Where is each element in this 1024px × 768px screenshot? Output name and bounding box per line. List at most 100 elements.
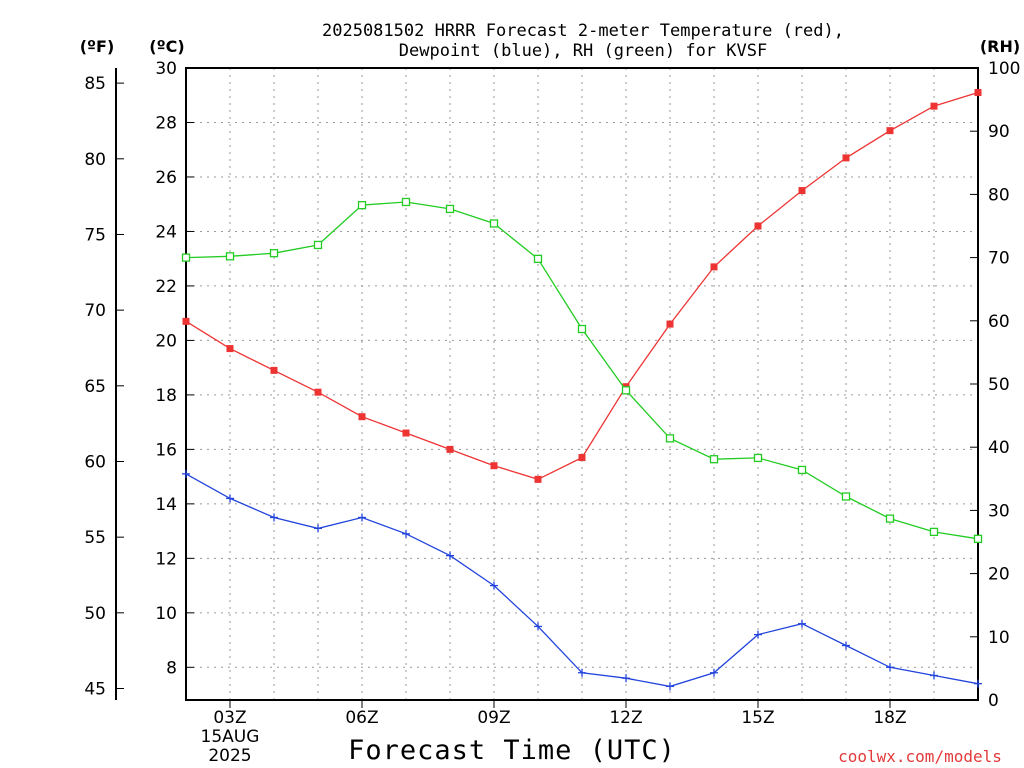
celsius-tick-label: 26 — [155, 168, 177, 188]
celsius-tick-label: 8 — [166, 658, 177, 678]
rh-point — [401, 197, 411, 207]
dewpoint-point — [666, 682, 674, 691]
dewpoint-point — [490, 581, 498, 590]
temperature-point — [270, 366, 278, 374]
celsius-tick-label: 30 — [155, 59, 177, 79]
temperature-point — [710, 263, 718, 271]
rh-point — [577, 324, 587, 334]
fahrenheit-tick-label: 70 — [84, 301, 106, 321]
temperature-point — [358, 413, 366, 421]
fahrenheit-tick-label: 80 — [84, 150, 106, 170]
temperature-point — [974, 89, 982, 97]
rh-point — [181, 253, 191, 262]
x-tick-year-label: 2025 — [208, 746, 251, 766]
x-tick-date-label: 15AUG — [201, 727, 260, 747]
rh-tick-label: 40 — [988, 438, 1010, 458]
celsius-tick-label: 16 — [155, 440, 177, 460]
fahrenheit-tick-label: 45 — [84, 679, 106, 699]
rh-point — [533, 254, 543, 264]
rh-tick-label: 0 — [988, 691, 999, 711]
dewpoint-point — [358, 513, 366, 522]
temperature-point — [578, 454, 586, 462]
fahrenheit-tick-label: 65 — [84, 377, 106, 397]
rh-point — [269, 249, 279, 258]
rh-point — [841, 492, 851, 501]
fahrenheit-tick-label: 85 — [84, 74, 106, 94]
celsius-tick-label: 12 — [155, 549, 177, 569]
fahrenheit-tick-label: 50 — [84, 604, 106, 624]
temperature-point — [666, 320, 674, 328]
temperature-point — [798, 187, 806, 195]
fahrenheit-tick-label: 60 — [84, 452, 106, 472]
rh-tick-label: 50 — [988, 375, 1010, 395]
rh-tick-label: 60 — [988, 312, 1010, 332]
celsius-tick-label: 24 — [155, 222, 177, 242]
dewpoint-point — [534, 622, 542, 631]
temperature-point — [534, 475, 542, 483]
rh-point — [973, 534, 983, 543]
dewpoint-point — [842, 641, 850, 650]
rh-point — [797, 465, 807, 475]
series-layer — [181, 89, 983, 691]
fahrenheit-tick-label: 55 — [84, 528, 106, 548]
dewpoint-point — [226, 494, 234, 503]
x-tick-label: 09Z — [477, 708, 510, 728]
celsius-tick-label: 28 — [155, 113, 177, 133]
dewpoint-point — [798, 619, 806, 628]
dewpoint-point — [710, 668, 718, 677]
right-unit-rh: (RH) — [980, 37, 1020, 56]
celsius-tick-label: 14 — [155, 495, 177, 515]
x-tick-label: 03Z — [213, 708, 246, 728]
chart-title-line2: Dewpoint (blue), RH (green) for KVSF — [399, 41, 767, 61]
temperature-point — [754, 222, 762, 230]
celsius-tick-label: 20 — [155, 331, 177, 351]
rh-point — [621, 386, 631, 395]
dewpoint-point — [402, 529, 410, 538]
rh-point — [929, 527, 939, 537]
dewpoint-point — [182, 469, 190, 478]
dewpoint-point — [446, 551, 454, 560]
temperature-point — [886, 127, 894, 135]
celsius-tick-label: 22 — [155, 277, 177, 297]
rh-point — [313, 240, 323, 250]
temperature-point — [446, 445, 454, 453]
left-unit-celsius: (ºC) — [149, 37, 184, 56]
rh-point — [489, 219, 499, 228]
temperature-point — [402, 429, 410, 437]
rh-point — [445, 204, 455, 214]
fahrenheit-tick-label: 75 — [84, 225, 106, 245]
rh-tick-label: 90 — [988, 122, 1010, 142]
temperature-point — [226, 345, 234, 353]
rh-tick-label: 20 — [988, 565, 1010, 585]
dewpoint-point — [622, 674, 630, 683]
rh-tick-label: 70 — [988, 249, 1010, 269]
dewpoint-point — [314, 524, 322, 533]
credit-label: coolwx.com/models — [838, 747, 1002, 766]
dewpoint-point — [930, 671, 938, 680]
left-unit-fahrenheit: (ºF) — [80, 37, 115, 56]
rh-tick-label: 10 — [988, 628, 1010, 648]
dewpoint-point — [578, 668, 586, 677]
rh-point — [225, 252, 235, 261]
rh-point — [753, 453, 763, 463]
x-tick-label: 06Z — [345, 708, 378, 728]
rh-tick-label: 80 — [988, 185, 1010, 205]
celsius-tick-label: 10 — [155, 604, 177, 624]
rh-point — [885, 514, 895, 523]
temperature-point — [182, 317, 190, 325]
dewpoint-point — [886, 663, 894, 672]
celsius-tick-label: 18 — [155, 386, 177, 406]
axes: 8 10 12 14 16 18 20 22 24 26 28 30 45 50 55 60 65 70 75 80 8… — [84, 59, 1020, 766]
temperature-point — [842, 154, 850, 162]
dewpoint-point — [754, 630, 762, 639]
x-tick-label: 18Z — [873, 708, 906, 728]
temperature-point — [490, 462, 498, 470]
rh-tick-label: 30 — [988, 501, 1010, 521]
dewpoint-point — [270, 513, 278, 522]
rh-point — [357, 200, 367, 210]
dewpoint-point — [974, 679, 982, 688]
temperature-point — [314, 388, 322, 396]
x-tick-label: 12Z — [609, 708, 642, 728]
